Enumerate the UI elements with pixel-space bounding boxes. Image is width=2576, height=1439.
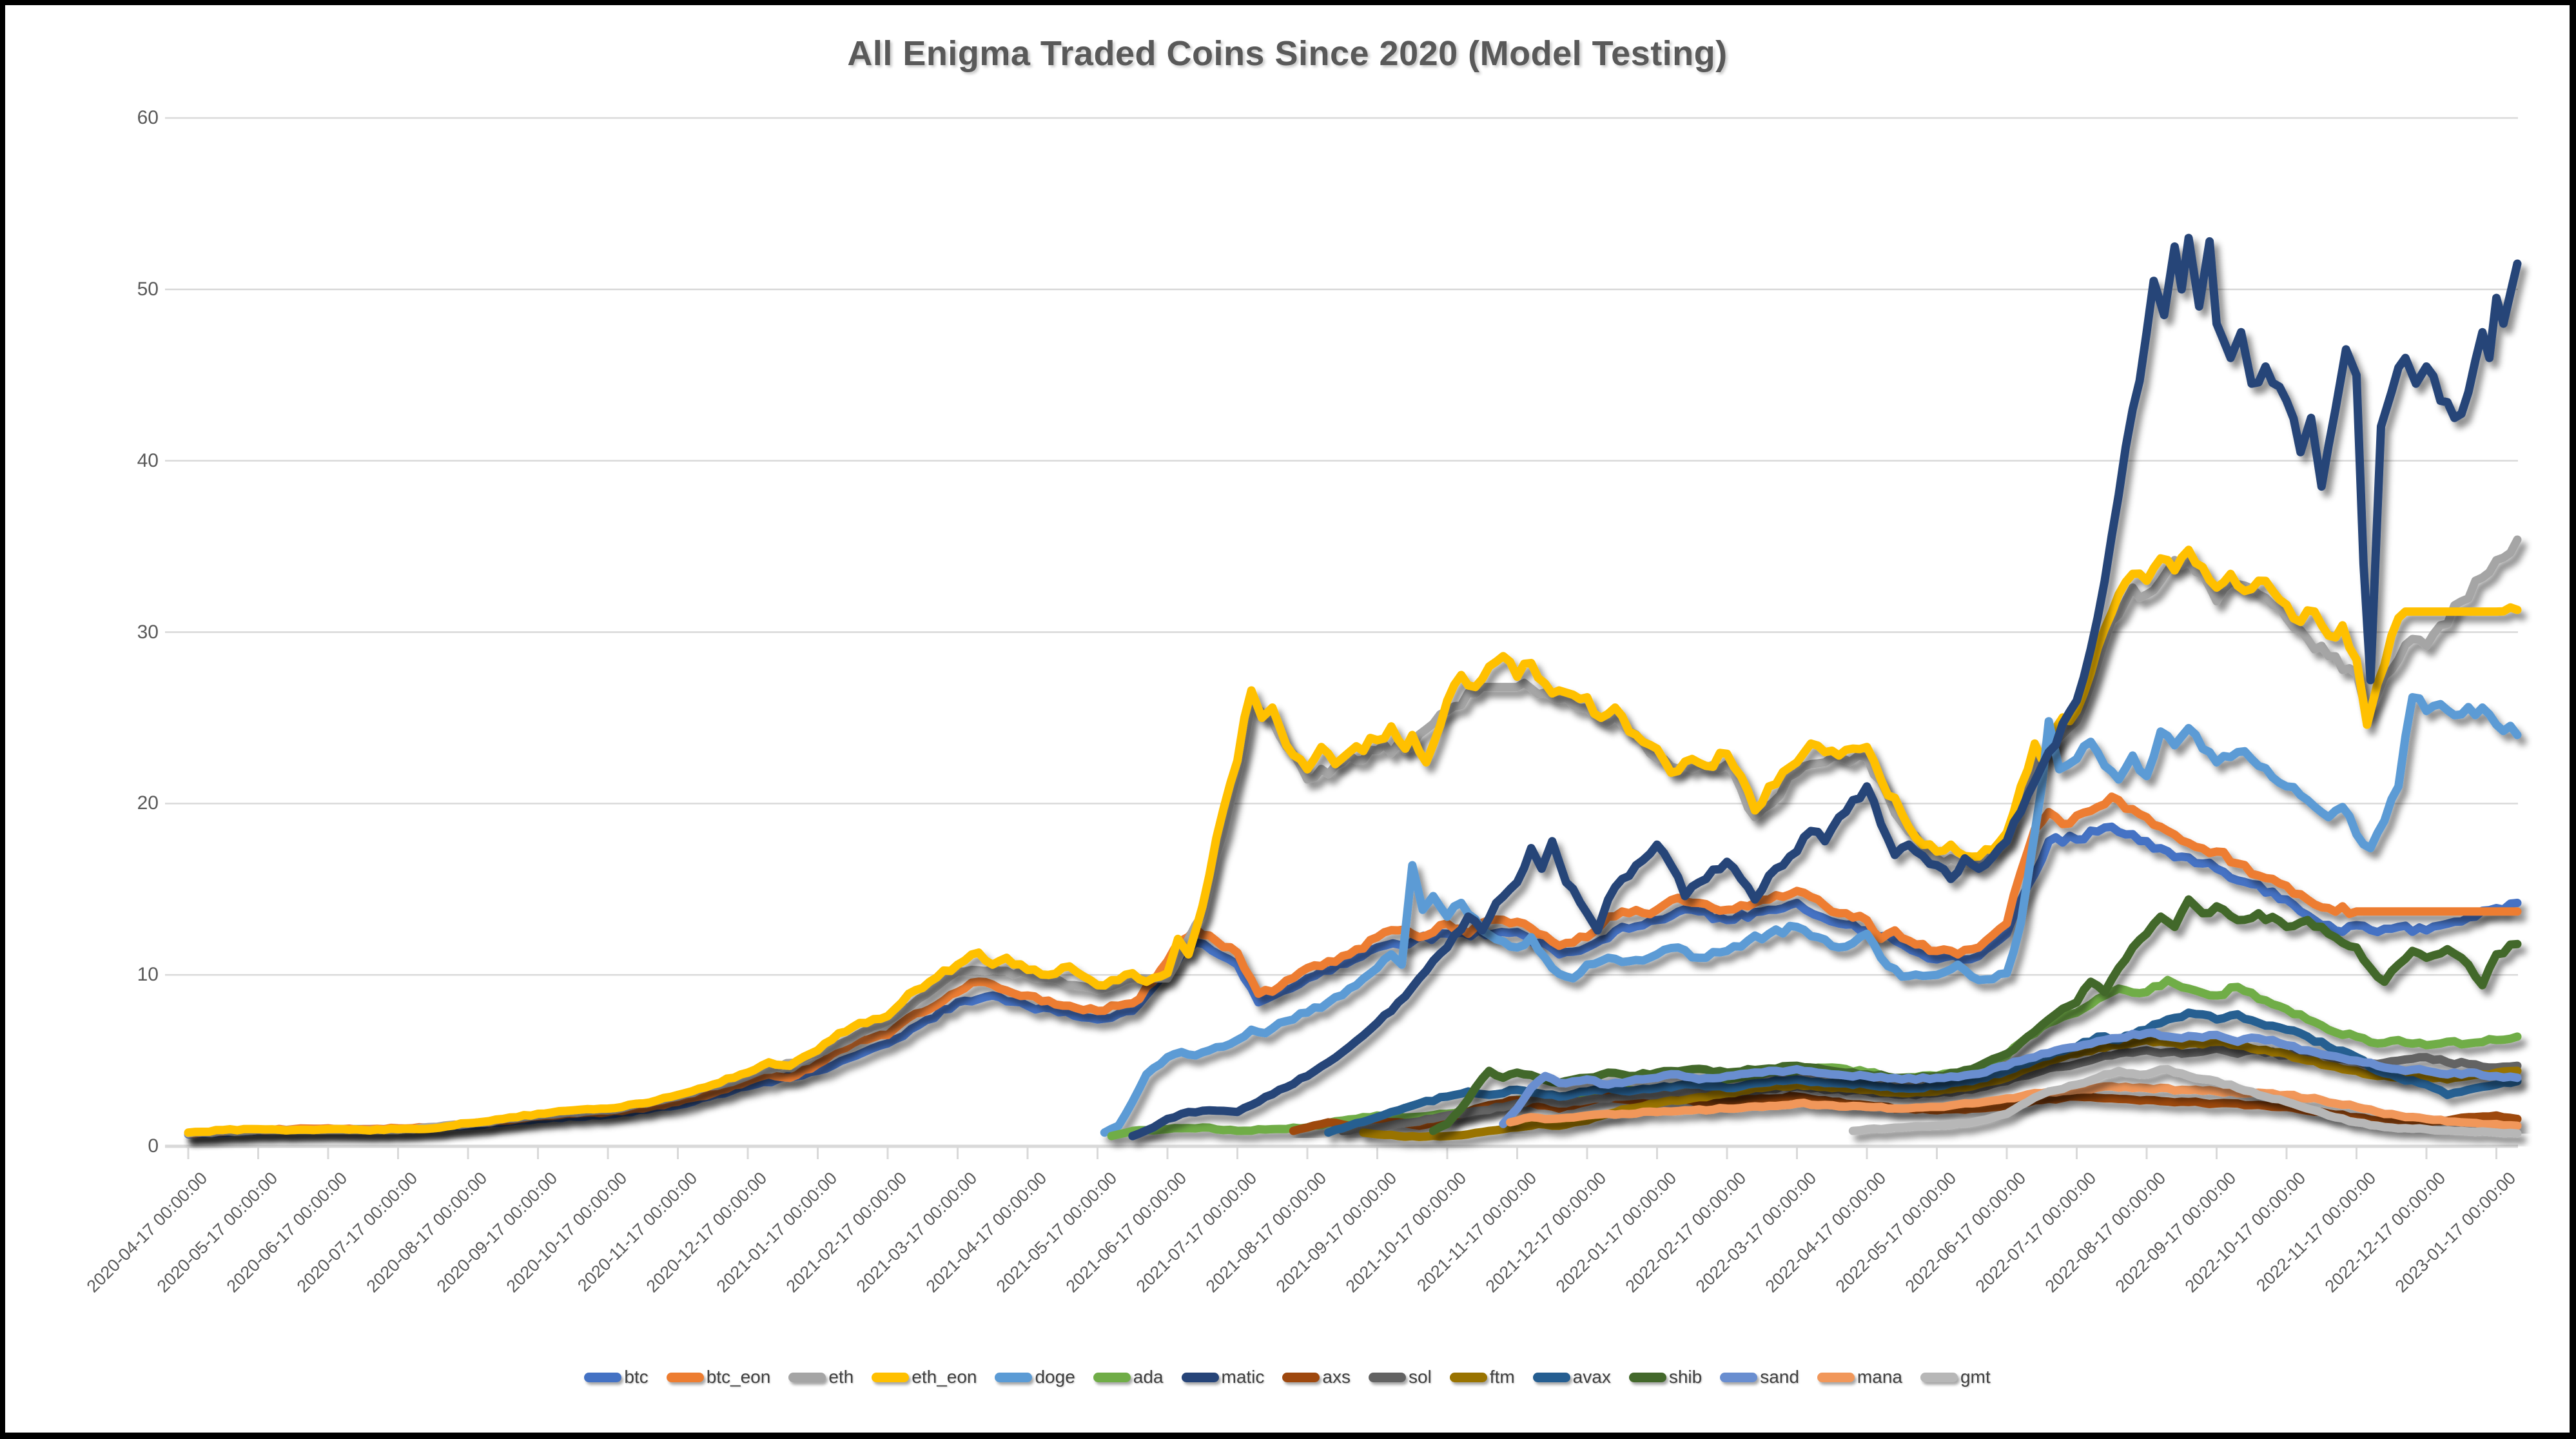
legend-item-axs: axs bbox=[1282, 1367, 1351, 1387]
legend-label: ftm bbox=[1489, 1367, 1515, 1387]
legend-label: sand bbox=[1760, 1367, 1799, 1387]
legend-swatch-mana bbox=[1817, 1372, 1855, 1382]
legend-label: matic bbox=[1221, 1367, 1265, 1387]
legend-swatch-matic bbox=[1181, 1372, 1219, 1382]
legend-item-btc_eon: btc_eon bbox=[666, 1367, 771, 1387]
gridlines bbox=[165, 117, 2518, 1148]
legend-item-btc: btc bbox=[584, 1367, 649, 1387]
series-line-gmt bbox=[1848, 1064, 2522, 1138]
legend-swatch-btc_eon bbox=[666, 1372, 704, 1382]
legend-swatch-shib bbox=[1628, 1372, 1666, 1382]
legend-label: axs bbox=[1322, 1367, 1351, 1387]
legend-swatch-eth bbox=[788, 1372, 826, 1382]
y-axis-label-50: 50 bbox=[137, 278, 159, 300]
legend-swatch-btc bbox=[584, 1372, 622, 1382]
legend-item-doge: doge bbox=[995, 1367, 1075, 1387]
legend-swatch-doge bbox=[995, 1372, 1033, 1382]
legend-swatch-eth_eon bbox=[872, 1372, 910, 1382]
legend-item-eth: eth bbox=[788, 1367, 854, 1387]
legend-label: ada bbox=[1133, 1367, 1164, 1387]
y-axis-label-0: 0 bbox=[148, 1135, 159, 1157]
legend-swatch-sand bbox=[1720, 1372, 1758, 1382]
legend-swatch-ftm bbox=[1449, 1372, 1487, 1382]
y-axis-label-30: 30 bbox=[137, 621, 159, 643]
legend-item-sol: sol bbox=[1368, 1367, 1432, 1387]
series-lines bbox=[184, 233, 2522, 1141]
legend-swatch-sol bbox=[1368, 1372, 1406, 1382]
y-axis-label-40: 40 bbox=[137, 449, 159, 471]
legend-item-mana: mana bbox=[1817, 1367, 1902, 1387]
legend-label: shib bbox=[1668, 1367, 1703, 1387]
legend-label: eth bbox=[828, 1367, 854, 1387]
legend-label: doge bbox=[1035, 1367, 1075, 1387]
series-line-doge bbox=[1100, 693, 2522, 1137]
legend-swatch-axs bbox=[1282, 1372, 1320, 1382]
y-axis-label-60: 60 bbox=[137, 107, 159, 129]
series-line-eth_eon bbox=[184, 545, 2522, 1137]
legend-item-eth_eon: eth_eon bbox=[872, 1367, 977, 1387]
x-axis-line bbox=[187, 1148, 2497, 1159]
legend-label: btc_eon bbox=[706, 1367, 771, 1387]
legend-label: gmt bbox=[1960, 1367, 1991, 1387]
legend-item-matic: matic bbox=[1181, 1367, 1265, 1387]
series-line-shib bbox=[1429, 895, 2522, 1135]
legend-item-ada: ada bbox=[1093, 1367, 1164, 1387]
legend-item-gmt: gmt bbox=[1920, 1367, 1991, 1387]
y-axis-label-20: 20 bbox=[137, 792, 159, 814]
chart-frame: All Enigma Traded Coins Since 2020 (Mode… bbox=[5, 5, 2570, 1433]
plot-area bbox=[165, 117, 2522, 1159]
legend-item-ftm: ftm bbox=[1449, 1367, 1515, 1387]
legend-label: mana bbox=[1857, 1367, 1902, 1387]
legend-swatch-gmt bbox=[1920, 1372, 1958, 1382]
legend-label: avax bbox=[1572, 1367, 1611, 1387]
series-line-matic bbox=[1128, 233, 2522, 1140]
legend-item-avax: avax bbox=[1532, 1367, 1611, 1387]
series-line-sand bbox=[1499, 1028, 2522, 1128]
series-line-ftm bbox=[1359, 1035, 2522, 1141]
legend-label: eth_eon bbox=[912, 1367, 977, 1387]
series-line-mana bbox=[1506, 1082, 2522, 1130]
legend-label: btc bbox=[624, 1367, 649, 1387]
legend: btc btc_eon eth eth_eon doge ada matic axs sol ft… bbox=[5, 1367, 2570, 1387]
legend-swatch-avax bbox=[1532, 1372, 1570, 1382]
chart-title: All Enigma Traded Coins Since 2020 (Mode… bbox=[847, 34, 1728, 73]
legend-label: sol bbox=[1408, 1367, 1432, 1387]
legend-swatch-ada bbox=[1093, 1372, 1131, 1382]
y-axis-label-10: 10 bbox=[137, 964, 159, 986]
legend-item-sand: sand bbox=[1720, 1367, 1799, 1387]
legend-item-shib: shib bbox=[1628, 1367, 1703, 1387]
